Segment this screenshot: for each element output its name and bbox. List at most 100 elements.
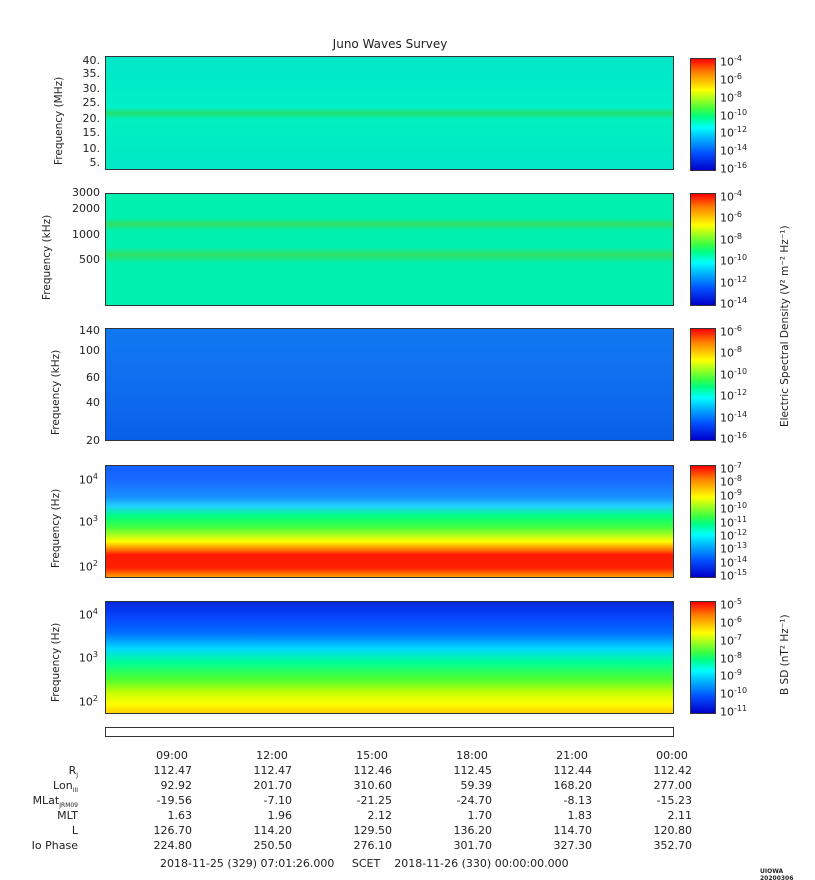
spectrogram-panel-2 [105, 193, 674, 306]
ephemeris-value: 126.70 [153, 824, 193, 837]
colorbar-tick-label: 10-8 [720, 474, 742, 490]
ephemeris-value: 112.47 [253, 764, 293, 777]
ephemeris-value: 112.47 [153, 764, 193, 777]
ytick-label: 25. [82, 96, 101, 109]
colorbar-tick-label: 10-10 [720, 366, 748, 382]
colorbar-tick-label: 10-10 [720, 107, 748, 123]
ephemeris-value: 168.20 [553, 779, 593, 792]
ytick-label: 10. [82, 142, 101, 155]
colorbar-5 [690, 601, 716, 714]
ephemeris-value: 310.60 [353, 779, 393, 792]
colorbar-tick-label: 10-4 [720, 54, 742, 69]
ytick-label: 500 [79, 253, 100, 266]
ytick-label: 100 [79, 344, 100, 357]
ytick-label: 60 [86, 371, 100, 384]
ytick-label: 40. [82, 54, 101, 67]
time-tick-label: 18:00 [456, 749, 488, 762]
colorbar-tick-label: 10-8 [720, 345, 742, 361]
ephemeris-value: 92.92 [160, 779, 193, 792]
colorbar-tick-label: 10-14 [720, 409, 748, 425]
ephemeris-value: 276.10 [353, 839, 393, 852]
ephemeris-value: 120.80 [653, 824, 693, 837]
ephemeris-value: 301.70 [453, 839, 493, 852]
ephemeris-value: 59.39 [460, 779, 493, 792]
ytick-label: 2000 [72, 202, 100, 215]
colorbar-tick-label: 10-12 [720, 388, 748, 403]
colorbar-tick-label: 10-10 [720, 253, 748, 268]
spectrogram-panel-1 [105, 56, 674, 170]
colorbar-tick-label: 10-11 [720, 704, 748, 719]
colorbar-tick-label: 10-8 [720, 231, 742, 247]
time-tick-label: 09:00 [156, 749, 188, 762]
colorbar-tick-label: 10-6 [720, 71, 742, 87]
ytick-label: 104 [78, 472, 98, 487]
colorbar-tick-label: 10-9 [720, 487, 742, 503]
ytick-label: 15. [82, 126, 101, 139]
ephemeris-value: 114.70 [553, 824, 593, 837]
ephemeris-value: 327.30 [553, 839, 593, 852]
ytick-label: 20 [86, 434, 100, 447]
time-tick-label: 12:00 [256, 749, 288, 762]
colorbar-tick-label: 10-13 [720, 541, 748, 556]
ytick-label: 1000 [72, 228, 100, 241]
colorbar-tick-label: 10-9 [720, 668, 742, 683]
ephemeris-value: 201.70 [253, 779, 293, 792]
colorbar-1 [690, 58, 716, 171]
ephemeris-value: -15.23 [656, 794, 692, 807]
spectrogram-panel-4 [105, 465, 674, 578]
ephemeris-row-name: LonIII [53, 779, 78, 795]
ytick-label: 103 [78, 514, 98, 529]
ytick-label: 20. [82, 112, 101, 125]
colorbar-3 [690, 328, 716, 441]
colorbar-tick-label: 10-12 [720, 527, 748, 543]
ephemeris-value: 112.44 [553, 764, 593, 777]
ephemeris-value: 136.20 [453, 824, 493, 837]
colorbar-tick-label: 10-16 [720, 431, 748, 446]
ytick-label: 35. [82, 67, 101, 80]
ephemeris-value: 112.42 [653, 764, 693, 777]
time-tick-label: 00:00 [656, 749, 688, 762]
ephemeris-value: 112.45 [453, 764, 493, 777]
ephemeris-value: -19.56 [156, 794, 192, 807]
ephemeris-value: 112.46 [353, 764, 393, 777]
colorbar-tick-label: 10-10 [720, 501, 748, 516]
ephemeris-value: -8.13 [563, 794, 592, 807]
ytick-label: 30. [82, 82, 101, 95]
ephemeris-value: -21.25 [356, 794, 392, 807]
scet-footer: 2018-11-25 (329) 07:01:26.000 SCET 2018-… [160, 857, 569, 870]
colorbar-tick-label: 10-14 [720, 143, 748, 158]
ephemeris-value: -7.10 [263, 794, 292, 807]
ytick-label: 140 [79, 324, 100, 337]
ytick-label: 3000 [72, 186, 100, 199]
ephemeris-row-name: MLT [57, 809, 78, 822]
b-colorbar-label: B SD (nT² Hz⁻¹) [779, 614, 791, 695]
ephemeris-value: -24.70 [456, 794, 492, 807]
ephemeris-value: 1.83 [567, 809, 593, 822]
colorbar-tick-label: 10-11 [720, 514, 748, 530]
ytick-label: 102 [78, 694, 98, 709]
ephemeris-value: 129.50 [353, 824, 393, 837]
ytick-label: 40 [86, 396, 100, 409]
colorbar-tick-label: 10-14 [720, 554, 748, 570]
colorbar-4 [690, 465, 716, 578]
colorbar-tick-label: 10-16 [720, 161, 748, 176]
ephemeris-value: 1.63 [167, 809, 193, 822]
ephemeris-value: 2.12 [367, 809, 393, 822]
ephemeris-value: 352.70 [653, 839, 693, 852]
ytick-label: 103 [78, 650, 98, 665]
ephemeris-row-name: L [71, 824, 78, 837]
ephemeris-value: 1.70 [467, 809, 493, 822]
ephemeris-row-name: Io Phase [31, 839, 78, 852]
ephemeris-value: 2.11 [667, 809, 693, 822]
colorbar-tick-label: 10-8 [720, 650, 742, 666]
colorbar-tick-label: 10-5 [720, 597, 742, 612]
uiowa-stamp: UIOWA 20200306 [760, 868, 794, 880]
colorbar-tick-label: 10-4 [720, 189, 742, 204]
plot-title: Juno Waves Survey [332, 37, 448, 51]
colorbar-tick-label: 10-6 [720, 210, 742, 226]
panel-3-ylabel: Frequency (kHz) [50, 349, 62, 435]
colorbar-tick-label: 10-14 [720, 296, 748, 311]
shared-colorbar-label: Electric Spectral Density (V² m⁻² Hz⁻¹) [779, 225, 791, 427]
colorbar-tick-label: 10-12 [720, 274, 748, 290]
